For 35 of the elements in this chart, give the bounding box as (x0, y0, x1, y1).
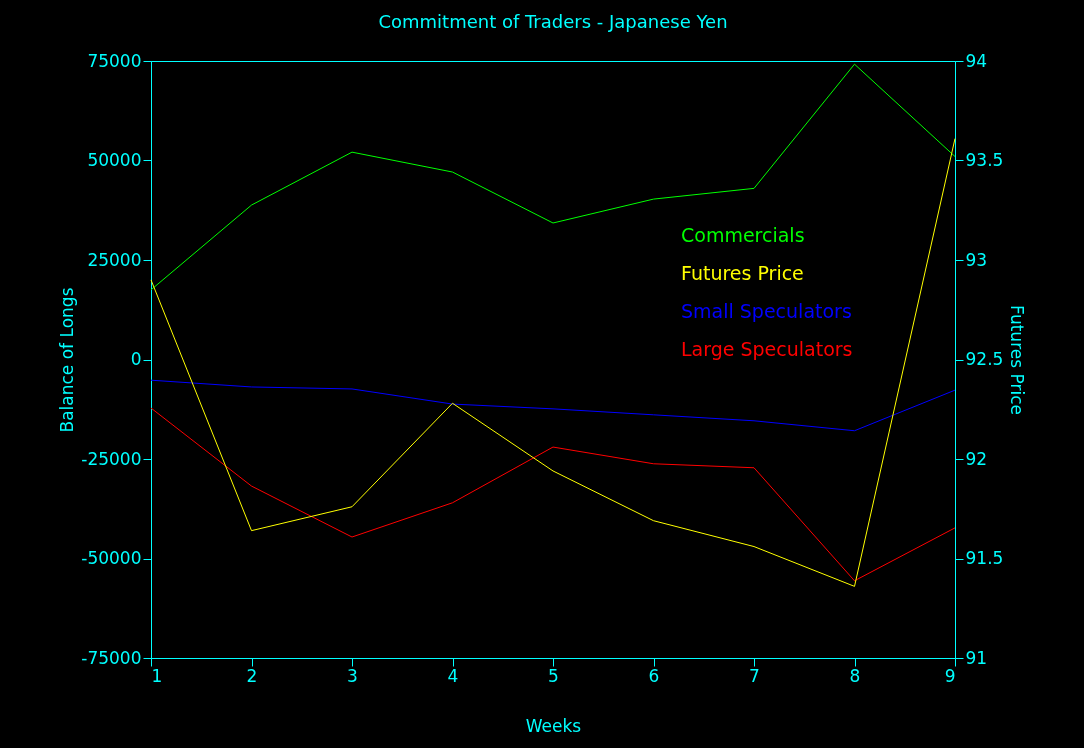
x-tick-label: 2 (246, 665, 258, 686)
text: Large Speculators (681, 338, 853, 360)
y-tick-label: 25000 (87, 249, 142, 270)
y2-tick-label: 92.5 (965, 349, 1004, 369)
y2-tick-label: 94 (965, 50, 988, 71)
text: Small Speculators (681, 300, 852, 322)
line-series (150, 138, 956, 587)
y-tick-label: -25000 (81, 448, 142, 469)
chart-title: Commitment of Traders - Japanese Yen (378, 11, 728, 32)
line-series (150, 63, 956, 291)
x-tick-label: 5 (548, 665, 559, 686)
y2-tick-label: 92 (965, 448, 988, 469)
y2-tick-label: 93 (965, 249, 988, 270)
y-tick-label: -50000 (81, 548, 142, 568)
x-tick-label: 7 (749, 665, 760, 686)
y2-tick-label: 91.5 (965, 548, 1004, 568)
y2-tick-label: 91 (965, 647, 988, 668)
x-tick-label: 9 (944, 665, 956, 686)
line-series (150, 379, 956, 432)
y2-axis-title: Futures Price (1007, 305, 1028, 415)
x-tick-label: 8 (849, 665, 861, 686)
y-tick-label: 50000 (87, 150, 142, 170)
y-tick-label: 0 (130, 349, 142, 369)
text: Futures Price (681, 262, 804, 284)
y-tick-label: -75000 (81, 647, 142, 668)
x-tick-label: 4 (447, 665, 459, 686)
series-label: Commercials (681, 224, 805, 246)
x-tick-label: 1 (151, 665, 163, 686)
x-tick-label: 6 (648, 665, 660, 686)
y2-tick-label: 93.5 (965, 150, 1004, 170)
line-series (150, 407, 956, 582)
x-axis-title: Weeks (525, 715, 582, 736)
y-axis-title: Balance of Longs (57, 287, 78, 433)
x-tick-label: 3 (347, 665, 358, 686)
y-tick-label: 75000 (87, 50, 142, 71)
